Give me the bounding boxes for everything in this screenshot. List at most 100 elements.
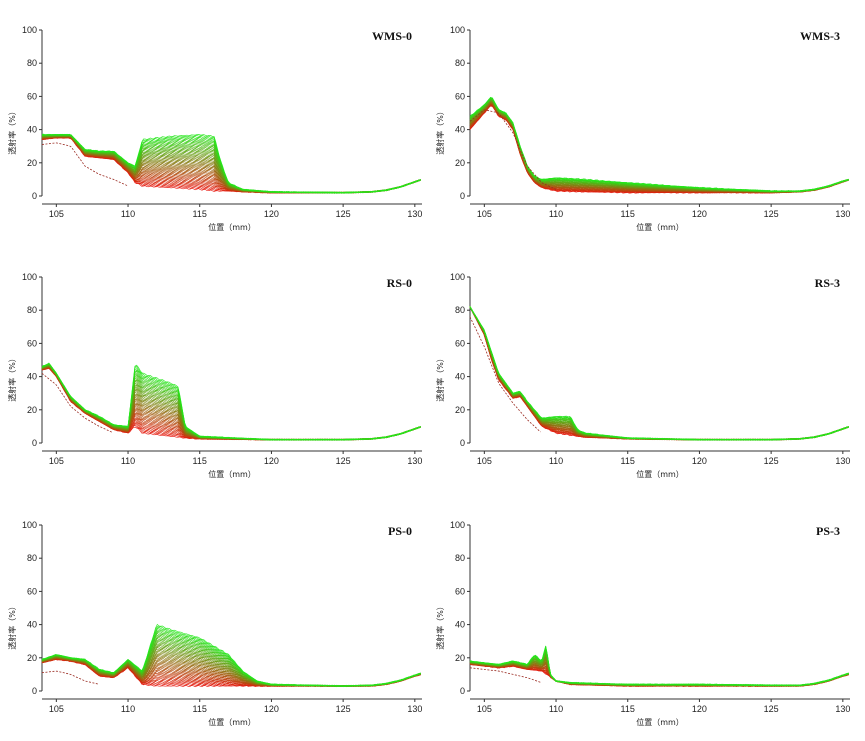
scan-curve <box>41 366 421 441</box>
scan-curve <box>469 99 849 193</box>
scan-curve <box>469 653 849 687</box>
scan-curve <box>469 655 849 687</box>
x-tick-label: 120 <box>264 209 279 219</box>
x-tick-label: 115 <box>621 704 635 714</box>
scan-curve <box>469 306 849 441</box>
y-tick-label: 0 <box>32 191 37 201</box>
scan-curve <box>41 366 421 441</box>
scan-curve <box>469 104 849 194</box>
scan-curve <box>41 365 421 441</box>
scan-curve <box>41 365 421 441</box>
scan-curve <box>41 367 421 441</box>
y-tick-label: 100 <box>450 25 465 35</box>
y-tick-label: 40 <box>455 125 465 135</box>
x-tick-label: 110 <box>549 704 563 714</box>
x-tick-label: 125 <box>764 456 779 466</box>
scan-curve <box>41 363 421 441</box>
y-tick-label: 0 <box>32 438 37 448</box>
scan-curve <box>469 306 849 441</box>
y-tick-label: 20 <box>27 405 37 415</box>
panel-title: RS-0 <box>387 276 412 290</box>
x-tick-label: 115 <box>621 456 635 466</box>
scan-curve <box>41 366 421 441</box>
scan-curve <box>469 307 849 441</box>
scan-curve <box>41 364 421 441</box>
reference-curve <box>41 372 113 433</box>
scan-curve <box>469 306 849 441</box>
y-tick-label: 60 <box>27 586 37 596</box>
scan-curve <box>469 103 849 194</box>
x-tick-label: 130 <box>835 456 850 466</box>
y-axis-label: 透射率（%） <box>435 107 445 155</box>
scan-curve <box>469 97 849 193</box>
scan-curve <box>41 365 421 441</box>
y-tick-label: 40 <box>455 372 465 382</box>
reference-curve <box>469 109 557 190</box>
scan-curve <box>469 307 849 441</box>
scan-curve <box>41 364 421 441</box>
x-tick-label: 125 <box>336 209 351 219</box>
scan-curve <box>469 306 849 441</box>
scan-curve <box>469 658 849 687</box>
scan-curve <box>469 101 849 193</box>
scan-curve <box>469 98 849 193</box>
y-tick-label: 20 <box>27 158 37 168</box>
scan-curve <box>469 104 849 194</box>
scan-curve <box>41 363 421 441</box>
x-tick-label: 115 <box>621 209 635 219</box>
scan-curve <box>41 364 421 441</box>
scan-curve <box>469 306 849 441</box>
scan-curve <box>41 363 421 441</box>
chart-panel-rs-0: 0 20 40 60 80 100 105 110 115 120 125 130 位置（mm） 透射率（… <box>7 272 422 479</box>
scan-curve <box>469 98 849 193</box>
scan-curve <box>469 307 849 441</box>
scan-curve <box>469 100 849 193</box>
scan-curve <box>469 306 849 441</box>
scan-curve <box>469 102 849 193</box>
scan-curve <box>41 367 421 441</box>
scan-curve <box>469 306 849 441</box>
scan-curve <box>469 100 849 193</box>
scan-curve <box>469 306 849 441</box>
x-tick-label: 130 <box>835 209 850 219</box>
scan-curve <box>41 364 421 441</box>
scan-curve <box>469 306 849 441</box>
scan-curve <box>41 365 421 441</box>
panel-title: WMS-3 <box>800 29 840 43</box>
scan-curve <box>469 656 849 687</box>
scan-curve <box>469 100 849 193</box>
scan-curve <box>469 100 849 193</box>
panel-title: RS-3 <box>815 276 840 290</box>
scan-curve <box>469 307 849 441</box>
scan-curve <box>469 306 849 441</box>
scan-curve <box>469 658 849 687</box>
scan-curve <box>41 365 421 441</box>
scan-curve <box>469 306 849 441</box>
x-tick-label: 120 <box>264 704 279 714</box>
scan-curve <box>469 306 849 441</box>
reference-curve <box>41 142 129 187</box>
chart-panel-ps-3: 0 20 40 60 80 100 105 110 115 120 125 130 位置（mm） 透射率（… <box>435 520 850 727</box>
scan-curve <box>469 307 849 441</box>
x-tick-label: 105 <box>49 456 64 466</box>
x-tick-label: 120 <box>692 209 707 219</box>
scan-curve <box>469 100 849 193</box>
y-tick-label: 80 <box>27 58 37 68</box>
y-tick-label: 80 <box>455 58 465 68</box>
reference-curve <box>41 670 99 685</box>
scan-curve <box>469 104 849 194</box>
scan-curve <box>41 366 421 441</box>
x-tick-label: 115 <box>193 209 207 219</box>
scan-curve <box>469 103 849 194</box>
scan-curve <box>469 99 849 193</box>
scan-curve <box>42 365 421 441</box>
y-tick-label: 80 <box>27 553 37 563</box>
scan-curve <box>41 366 421 441</box>
scan-curve <box>469 306 849 441</box>
y-tick-label: 0 <box>460 438 465 448</box>
x-tick-label: 130 <box>407 456 422 466</box>
y-tick-label: 80 <box>455 553 465 563</box>
scan-curve <box>469 103 849 194</box>
scan-curve <box>469 306 849 441</box>
y-tick-label: 60 <box>455 338 465 348</box>
